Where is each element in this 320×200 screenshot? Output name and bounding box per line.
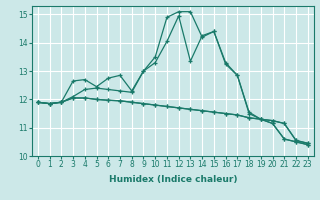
X-axis label: Humidex (Indice chaleur): Humidex (Indice chaleur) [108,175,237,184]
